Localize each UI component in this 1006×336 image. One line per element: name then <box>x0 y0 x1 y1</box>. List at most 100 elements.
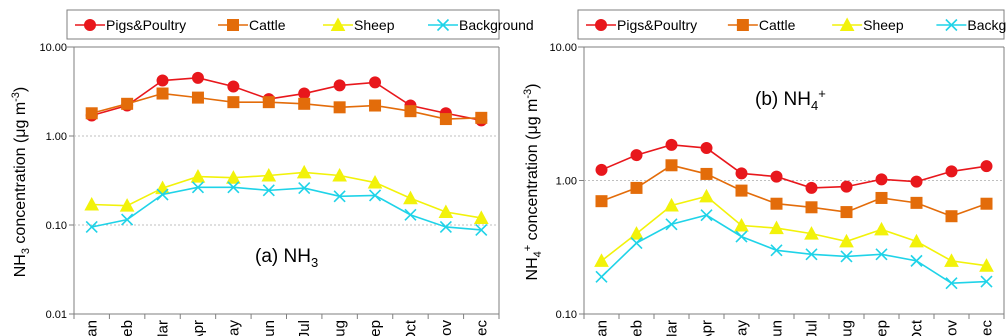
data-point <box>805 181 818 194</box>
series-cattle <box>595 159 993 223</box>
data-point <box>840 180 853 193</box>
series-background <box>595 209 993 290</box>
x-tick-label: Sep <box>367 320 384 336</box>
x-tick-label: Mar <box>664 320 681 336</box>
data-point <box>595 195 608 208</box>
x-tick-label: Sep <box>874 320 891 336</box>
y-tick-label: 0.01 <box>46 309 67 321</box>
data-point <box>980 160 993 173</box>
data-point <box>840 206 853 219</box>
legend-marker <box>84 19 96 31</box>
x-ticks-a: Jan Feb Mar Apr May Jun Jul Aug Sep Oct Nov Dec <box>73 314 500 336</box>
data-point <box>333 190 346 203</box>
y-ticks-b: 0.10 1.00 10.00 <box>549 42 584 321</box>
data-point <box>840 250 853 263</box>
data-point <box>156 74 169 87</box>
data-point <box>700 142 713 155</box>
gridlines-a <box>74 135 499 226</box>
y-tick-label: 10.00 <box>39 42 67 54</box>
x-tick-label: Jul <box>296 320 313 336</box>
x-tick-label: Apr <box>190 320 207 336</box>
data-point <box>980 197 993 210</box>
data-point <box>910 175 923 188</box>
y-tick-label: 1.00 <box>46 131 67 143</box>
legend-item: Cattle <box>218 17 286 33</box>
data-point <box>84 196 100 211</box>
data-point <box>298 87 311 100</box>
legend-item: Sheep <box>832 17 904 33</box>
data-point <box>333 79 346 92</box>
y-axis-label-b: NH4+ concentration (μg m-3) <box>522 84 544 281</box>
x-tick-label: Aug <box>332 320 349 336</box>
legend-label: Background <box>459 17 534 33</box>
legend-label: Sheep <box>863 17 904 33</box>
data-point <box>945 277 958 290</box>
data-point <box>630 236 643 250</box>
x-tick-label: Feb <box>119 320 136 336</box>
data-point <box>700 167 713 180</box>
data-point <box>368 189 382 202</box>
data-point <box>439 113 452 126</box>
x-tick-label: May <box>734 320 751 336</box>
data-point <box>119 198 135 212</box>
x-tick-label: Oct <box>402 319 419 336</box>
panel-label-a: (a) NH3 <box>255 246 318 270</box>
legend-box-b <box>577 9 1005 40</box>
data-point <box>629 226 644 240</box>
y-tick-label: 1.00 <box>556 176 577 188</box>
x-tick-label: Aug <box>839 320 856 336</box>
data-point <box>839 233 854 248</box>
data-point <box>85 107 98 120</box>
data-point <box>979 258 994 272</box>
data-point <box>595 163 608 176</box>
legend-item: Cattle <box>727 17 796 33</box>
x-tick-label: Mar <box>155 320 172 336</box>
data-point <box>296 164 312 179</box>
legend-marker <box>736 19 749 31</box>
data-point <box>227 181 240 194</box>
data-point <box>735 230 748 243</box>
data-point <box>227 80 240 93</box>
data-point <box>665 159 678 172</box>
data-point <box>769 220 784 235</box>
legend-item: Sheep <box>323 17 395 33</box>
data-point <box>770 170 783 183</box>
legend-box-a <box>66 9 500 40</box>
x-tick-label: Jan <box>84 320 101 336</box>
legend-label: Cattle <box>249 17 286 33</box>
series-sheep <box>594 188 994 272</box>
data-point <box>403 190 418 205</box>
data-point <box>85 220 98 234</box>
data-point <box>700 209 713 222</box>
series-line <box>91 186 482 231</box>
panel-a: Pigs&Poultry Cattle Sheep Background 0.010.… <box>10 9 534 336</box>
data-point <box>227 96 240 109</box>
series-line <box>91 171 482 219</box>
data-point <box>945 210 958 223</box>
data-point <box>735 167 748 180</box>
data-point <box>909 233 924 248</box>
x-tick-label: Feb <box>629 320 646 336</box>
series-pigs-poultry <box>595 138 993 194</box>
data-point <box>155 180 170 195</box>
x-tick-label: Jul <box>804 320 821 336</box>
data-point <box>630 149 643 162</box>
legend-a: Pigs&Poultry Cattle Sheep Background <box>75 17 534 33</box>
series-pigs-poultry <box>85 71 488 127</box>
data-point <box>190 169 206 183</box>
data-point <box>369 99 382 112</box>
x-tick-label: Oct <box>909 319 926 336</box>
data-point <box>332 167 347 182</box>
series-background <box>85 181 488 237</box>
series-line <box>91 92 482 120</box>
data-point <box>439 220 452 234</box>
series-group-b <box>594 138 994 290</box>
series-line <box>601 144 987 189</box>
legend-label: Cattle <box>759 17 796 33</box>
legend-b: Pigs&Poultry Cattle Sheep Background <box>586 17 1006 33</box>
data-point <box>404 208 417 221</box>
data-point <box>298 182 311 195</box>
data-point <box>262 184 275 197</box>
data-point <box>734 217 749 232</box>
